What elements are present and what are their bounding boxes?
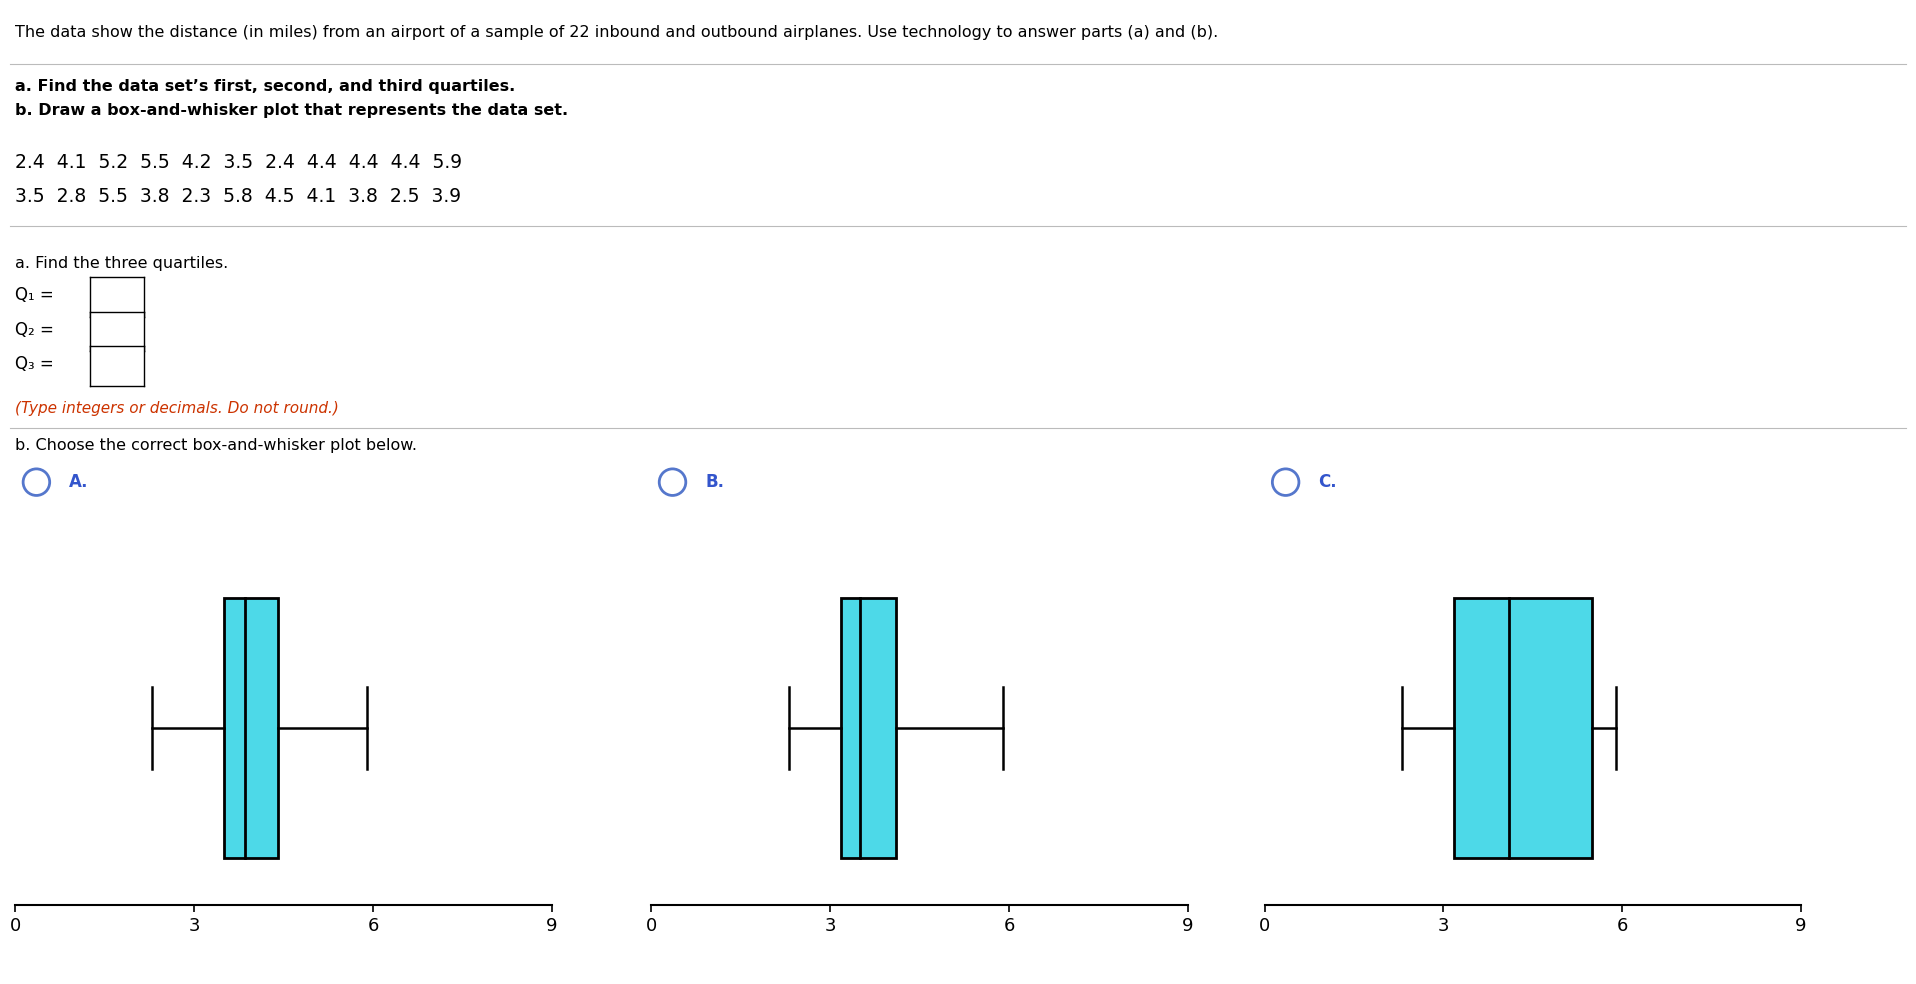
Text: A.: A. (69, 473, 88, 491)
Text: a. Find the data set’s first, second, and third quartiles.: a. Find the data set’s first, second, an… (15, 79, 515, 93)
Bar (841, 598, 897, 858)
Text: Q₁ =: Q₁ = (15, 286, 54, 304)
Text: b. Draw a box-and-whisker plot that represents the data set.: b. Draw a box-and-whisker plot that repr… (15, 103, 569, 118)
Text: C.: C. (1318, 473, 1337, 491)
Text: b. Choose the correct box-and-whisker plot below.: b. Choose the correct box-and-whisker pl… (15, 438, 418, 453)
Text: 3.5  2.8  5.5  3.8  2.3  5.8  4.5  4.1  3.8  2.5  3.9: 3.5 2.8 5.5 3.8 2.3 5.8 4.5 4.1 3.8 2.5 … (15, 187, 462, 206)
Text: The data show the distance (in miles) from an airport of a sample of 22 inbound : The data show the distance (in miles) fr… (15, 25, 1219, 39)
Text: Q₂ =: Q₂ = (15, 321, 54, 338)
Text: 2.4  4.1  5.2  5.5  4.2  3.5  2.4  4.4  4.4  4.4  5.9: 2.4 4.1 5.2 5.5 4.2 3.5 2.4 4.4 4.4 4.4 … (15, 153, 462, 171)
Bar (1454, 598, 1592, 858)
Text: Q₃ =: Q₃ = (15, 355, 54, 373)
Text: (Type integers or decimals. Do not round.): (Type integers or decimals. Do not round… (15, 401, 339, 416)
Text: a. Find the three quartiles.: a. Find the three quartiles. (15, 256, 228, 271)
Text: B.: B. (705, 473, 724, 491)
Bar (224, 598, 278, 858)
